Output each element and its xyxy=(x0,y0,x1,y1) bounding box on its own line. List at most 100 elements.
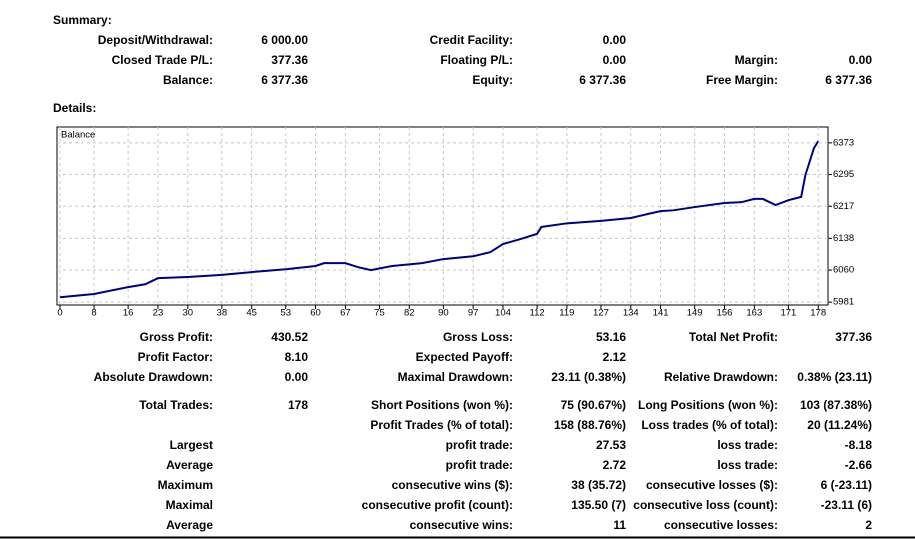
x-tick-label: 53 xyxy=(280,308,291,319)
field-value: 135.50 (7) xyxy=(571,498,626,512)
field-label: Maximal Drawdown: xyxy=(398,370,513,384)
details-title: Details: xyxy=(53,101,96,115)
x-tick-label: 38 xyxy=(217,308,228,319)
x-tick-label: 23 xyxy=(153,308,164,319)
balance-line xyxy=(59,140,820,299)
field-value: 11 xyxy=(613,518,626,532)
field-value: 2.12 xyxy=(603,350,627,364)
field-label: Largest xyxy=(170,438,213,452)
field-label: Deposit/Withdrawal: xyxy=(98,33,213,47)
field-label: Free Margin: xyxy=(706,73,778,87)
field-label: Total Net Profit: xyxy=(689,330,778,344)
field-label: Relative Drawdown: xyxy=(664,370,778,384)
field-label: Maximal xyxy=(166,498,213,512)
field-label: profit trade: xyxy=(446,438,513,452)
field-value: 103 (87.38%) xyxy=(800,398,872,412)
field-label: Gross Loss: xyxy=(443,330,513,344)
x-tick-label: 67 xyxy=(340,308,351,319)
y-tick-label: 6060 xyxy=(833,265,854,276)
field-value: 0.00 xyxy=(603,33,627,47)
field-label: Gross Profit: xyxy=(140,330,213,344)
x-tick-label: 16 xyxy=(123,308,134,319)
x-tick-label: 45 xyxy=(246,308,257,319)
y-tick-label: 5981 xyxy=(833,297,854,308)
field-value: 430.52 xyxy=(271,330,308,344)
field-label: Margin: xyxy=(735,53,778,67)
field-label: Equity: xyxy=(472,73,513,87)
x-tick-label: 112 xyxy=(529,308,544,319)
field-label: loss trade: xyxy=(717,438,778,452)
field-label: Total Trades: xyxy=(139,398,213,412)
x-tick-label: 141 xyxy=(653,308,669,319)
field-label: consecutive wins: xyxy=(410,518,513,532)
field-value: 6 (-23.11) xyxy=(821,478,872,492)
x-tick-label: 60 xyxy=(310,308,321,319)
field-label: consecutive profit (count): xyxy=(362,498,513,512)
field-label: consecutive losses: xyxy=(664,518,778,532)
field-label: Average xyxy=(166,518,213,532)
x-tick-label: 134 xyxy=(623,308,639,319)
field-value: 377.36 xyxy=(271,53,308,67)
field-value: -2.66 xyxy=(845,458,873,472)
x-tick-label: 171 xyxy=(780,308,796,319)
field-label: Profit Factor: xyxy=(138,350,213,364)
y-tick-label: 6295 xyxy=(833,169,854,180)
field-label: Maximum xyxy=(158,478,213,492)
field-value: 0.00 xyxy=(849,53,873,67)
field-label: Loss trades (% of total): xyxy=(641,418,778,432)
field-label: Average xyxy=(166,458,213,472)
x-tick-label: 0 xyxy=(57,308,62,319)
x-tick-label: 104 xyxy=(495,308,511,319)
field-value: 6 377.36 xyxy=(825,73,872,87)
x-tick-label: 30 xyxy=(182,308,193,319)
field-label: Credit Facility: xyxy=(430,33,513,47)
field-value: 27.53 xyxy=(596,438,626,452)
field-value: -8.18 xyxy=(845,438,873,452)
field-value: 2.72 xyxy=(603,458,627,472)
field-value: 6 000.00 xyxy=(261,33,308,47)
field-value: 178 xyxy=(288,398,308,412)
field-value: -23.11 (6) xyxy=(821,498,872,512)
field-value: 0.00 xyxy=(603,53,627,67)
field-label: consecutive loss (count): xyxy=(633,498,778,512)
field-label: Expected Payoff: xyxy=(416,350,513,364)
x-tick-label: 178 xyxy=(810,308,826,319)
x-tick-label: 8 xyxy=(91,308,96,319)
y-tick-label: 6373 xyxy=(833,137,854,148)
field-value: 2 xyxy=(865,518,872,532)
x-tick-label: 75 xyxy=(374,308,385,319)
field-label: Balance: xyxy=(163,73,213,87)
field-value: 8.10 xyxy=(285,350,309,364)
x-tick-label: 82 xyxy=(404,308,415,319)
field-value: 6 377.36 xyxy=(261,73,308,87)
field-label: Absolute Drawdown: xyxy=(94,370,213,384)
field-value: 20 (11.24%) xyxy=(807,418,872,432)
field-value: 158 (88.76%) xyxy=(554,418,626,432)
summary-title: Summary: xyxy=(53,13,112,27)
field-label: Long Positions (won %): xyxy=(638,398,778,412)
x-tick-label: 127 xyxy=(593,308,609,319)
field-value: 23.11 (0.38%) xyxy=(551,370,626,384)
y-tick-label: 6217 xyxy=(833,201,854,212)
x-tick-label: 156 xyxy=(717,308,733,319)
field-label: Profit Trades (% of total): xyxy=(370,418,513,432)
field-value: 75 (90.67%) xyxy=(561,398,626,412)
x-tick-label: 119 xyxy=(559,308,574,319)
field-value: 377.36 xyxy=(835,330,872,344)
field-value: 0.38% (23.11) xyxy=(797,370,872,384)
x-tick-label: 97 xyxy=(468,308,479,319)
field-label: consecutive wins ($): xyxy=(392,478,513,492)
x-tick-label: 149 xyxy=(687,308,703,319)
field-label: Floating P/L: xyxy=(440,53,513,67)
field-label: consecutive losses ($): xyxy=(646,478,778,492)
field-value: 0.00 xyxy=(285,370,309,384)
chart-frame xyxy=(56,126,829,306)
field-value: 38 (35.72) xyxy=(571,478,626,492)
field-label: Short Positions (won %): xyxy=(371,398,513,412)
field-value: 6 377.36 xyxy=(579,73,626,87)
legend-label: Balance xyxy=(61,130,95,141)
x-tick-label: 90 xyxy=(438,308,449,319)
x-tick-label: 163 xyxy=(746,308,762,319)
